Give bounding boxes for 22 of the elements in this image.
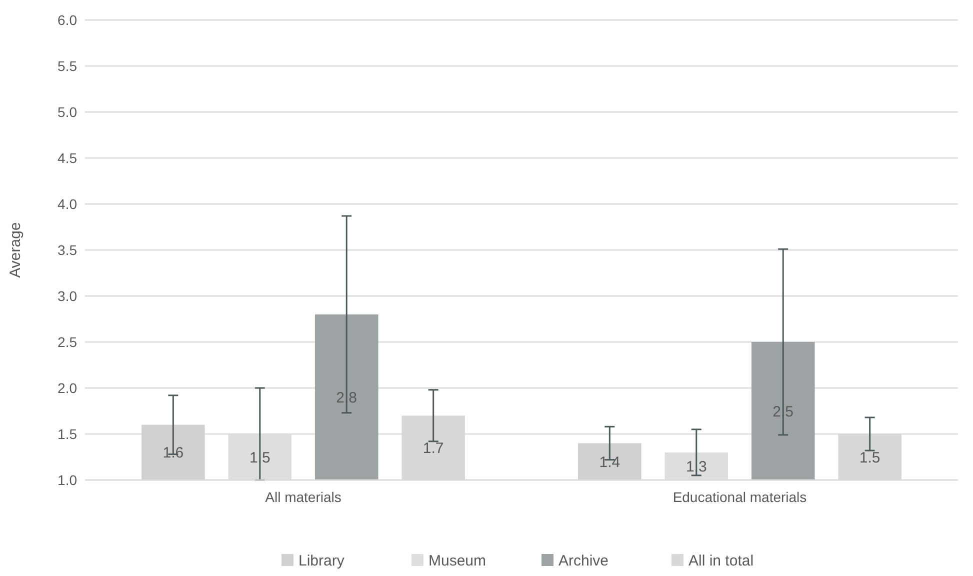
y-tick-label: 4.0 xyxy=(58,196,78,212)
y-tick-label: 2.0 xyxy=(58,380,78,396)
y-tick-label: 4.5 xyxy=(58,150,78,166)
x-tick-label: Educational materials xyxy=(672,488,807,505)
y-tick-label: 5.5 xyxy=(58,58,78,74)
x-tick-label: All materials xyxy=(265,488,342,505)
legend-label: Archive xyxy=(558,552,609,570)
legend-label: Museum xyxy=(428,552,486,570)
legend-label: All in total xyxy=(688,552,754,570)
y-tick-label: 6.0 xyxy=(58,12,78,28)
data-label: 1.6 xyxy=(162,444,184,462)
y-tick-label: 3.5 xyxy=(58,242,78,258)
y-tick-label: 1.5 xyxy=(58,426,78,442)
legend-label: Library xyxy=(298,552,345,570)
y-axis-title: Average xyxy=(7,222,24,278)
data-label: 1.5 xyxy=(859,449,880,466)
y-tick-label: 1.0 xyxy=(58,472,78,488)
y-tick-label: 5.0 xyxy=(58,104,78,120)
y-tick-label: 3.0 xyxy=(58,288,78,304)
data-label: 1.4 xyxy=(599,454,620,471)
y-tick-label: 2.5 xyxy=(58,334,78,350)
data-label: 1.7 xyxy=(422,440,444,458)
